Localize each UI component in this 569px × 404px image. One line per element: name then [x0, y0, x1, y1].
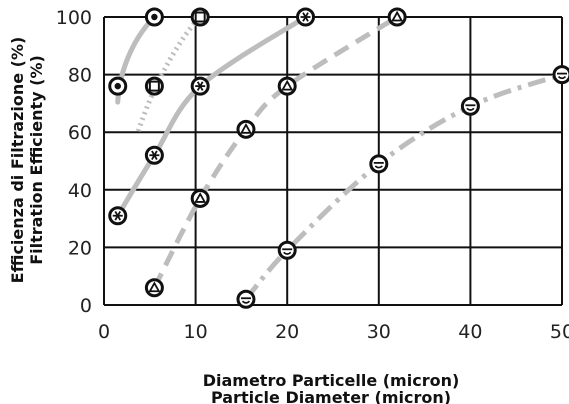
y-tick-label: 0: [80, 295, 92, 317]
data-point-smiley: [460, 96, 480, 116]
tick-labels: 0 10 20 30 40 50 0 20 40 60 80 100: [56, 7, 569, 343]
data-point-triangle: [144, 278, 164, 298]
data-point-smiley: [236, 289, 256, 309]
x-tick-label: 30: [367, 321, 391, 343]
data-point-triangle: [277, 76, 297, 96]
data-point-asterisk: [190, 76, 210, 96]
data-point-asterisk: [144, 145, 164, 165]
y-tick-label: 60: [68, 122, 92, 144]
data-point-smiley: [552, 65, 569, 85]
x-tick-label: 40: [458, 321, 482, 343]
x-tick-label: 0: [98, 321, 110, 343]
y-tick-label: 40: [68, 180, 92, 202]
data-point-dot: [144, 7, 164, 27]
data-point-square: [144, 76, 164, 96]
series-curve-square: [135, 15, 202, 132]
grid: [103, 16, 563, 306]
x-axis-title-english: Particle Diameter (micron): [211, 388, 451, 404]
x-tick-label: 10: [184, 321, 208, 343]
y-axis-title: Efficienza di Filtrazione (%): [8, 37, 27, 284]
data-points: [108, 7, 569, 309]
x-axis-title: Diametro Particelle (micron): [203, 371, 460, 390]
data-point-asterisk: [108, 206, 128, 226]
y-tick-label: 20: [68, 237, 92, 259]
data-point-smiley: [369, 154, 389, 174]
data-point-asterisk: [296, 7, 316, 27]
data-point-triangle: [190, 188, 210, 208]
series-curve-asterisk: [115, 14, 309, 219]
data-point-square: [190, 7, 210, 27]
y-tick-label: 80: [68, 65, 92, 87]
y-tick-label: 100: [56, 7, 92, 29]
data-point-smiley: [277, 240, 297, 260]
data-point-triangle: [236, 119, 256, 139]
data-point-triangle: [387, 7, 407, 27]
x-tick-label: 50: [550, 321, 569, 343]
y-axis-title-english: Filtration Efficienty (%): [27, 55, 46, 265]
series-curves: [115, 14, 563, 301]
series-curve-smiley: [244, 72, 563, 301]
x-tick-label: 20: [275, 321, 299, 343]
data-point-dot: [108, 76, 128, 96]
